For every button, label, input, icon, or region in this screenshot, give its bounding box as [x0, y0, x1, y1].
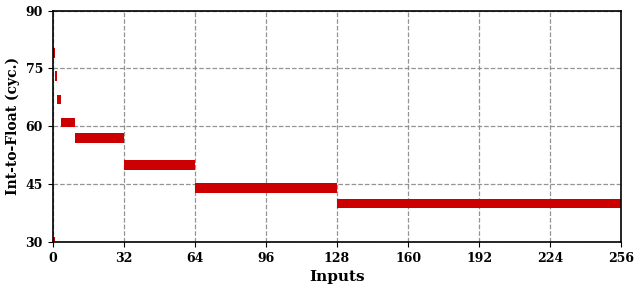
Bar	[61, 118, 75, 127]
Bar	[57, 95, 61, 104]
X-axis label: Inputs: Inputs	[309, 271, 365, 284]
Bar	[337, 199, 621, 209]
Bar	[55, 71, 57, 81]
Bar	[52, 48, 55, 58]
Bar	[52, 237, 55, 247]
Y-axis label: Int-to-Float (cyc.): Int-to-Float (cyc.)	[6, 57, 20, 195]
Bar	[124, 160, 195, 170]
Bar	[195, 183, 337, 193]
Bar	[75, 133, 124, 143]
